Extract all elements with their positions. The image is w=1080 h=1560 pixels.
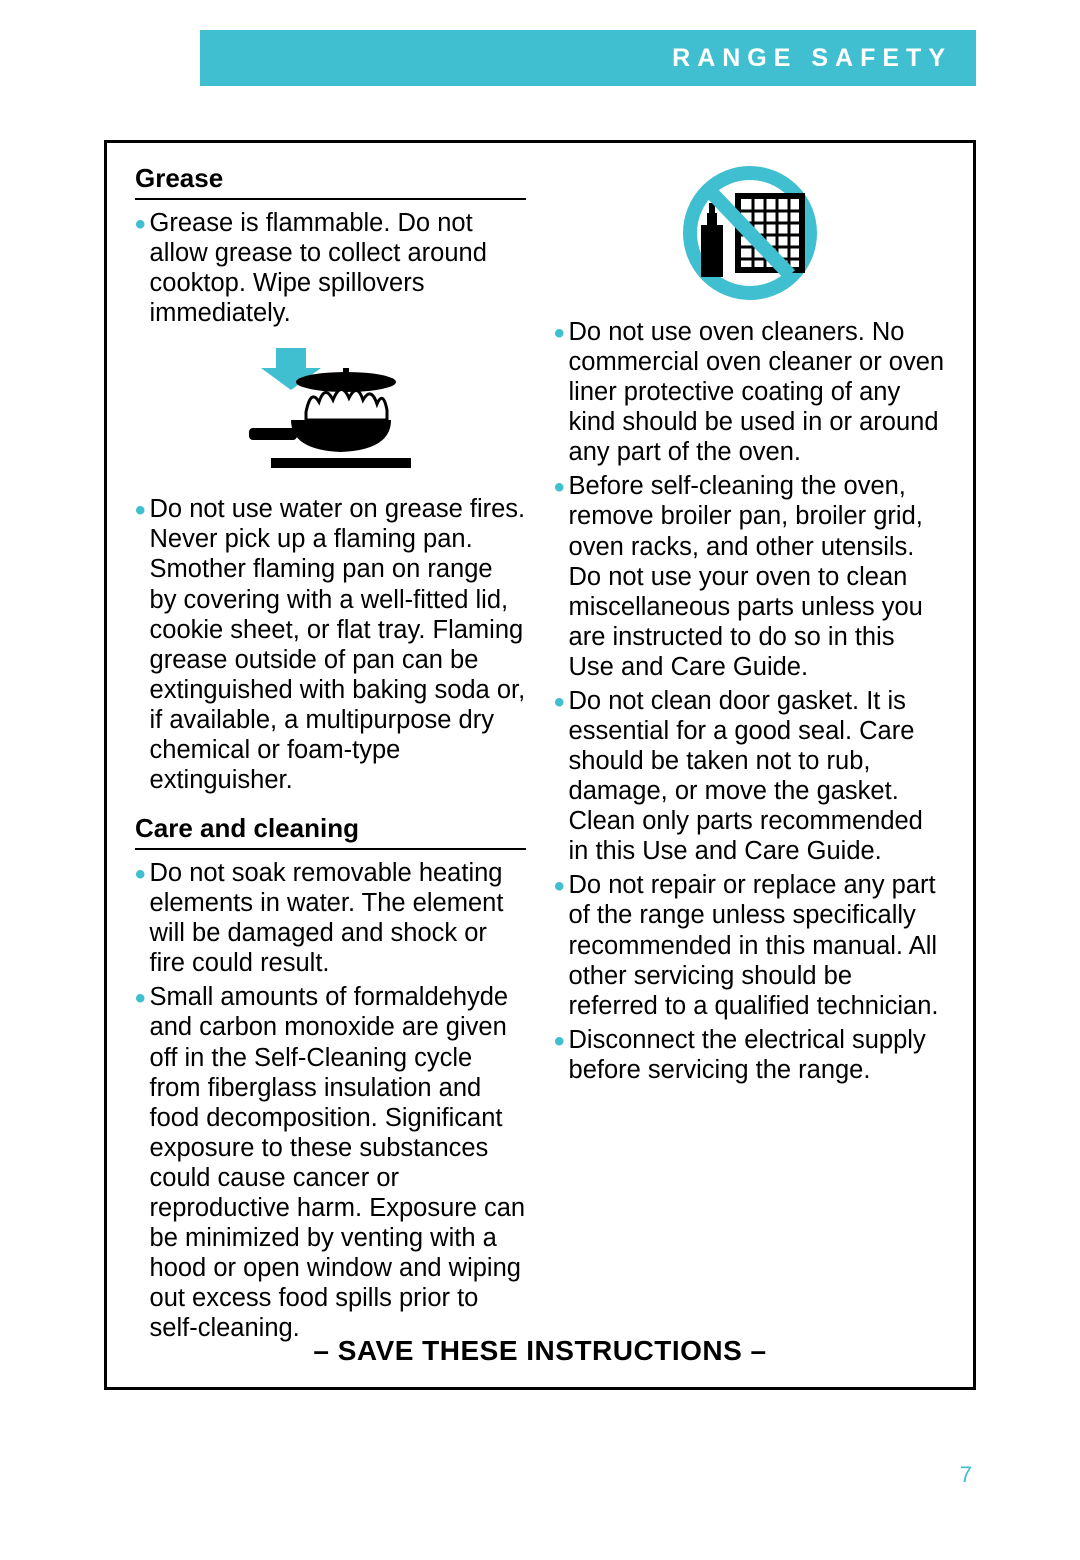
- no-spray-oven-icon: [554, 163, 945, 303]
- left-column: Grease • Grease is flammable. Do not all…: [135, 163, 526, 1319]
- bullet-text: Do not clean door gasket. It is essentia…: [569, 686, 945, 866]
- bullet-text: Grease is flammable. Do not allow grease…: [150, 208, 526, 328]
- columns: Grease • Grease is flammable. Do not all…: [135, 163, 945, 1319]
- bullet-dot-icon: •: [554, 319, 565, 349]
- content-frame: Grease • Grease is flammable. Do not all…: [104, 140, 976, 1390]
- bullet-dot-icon: •: [135, 860, 146, 890]
- bullet-dot-icon: •: [554, 473, 565, 503]
- bullet-dot-icon: •: [554, 1027, 565, 1057]
- page-number: 7: [960, 1462, 972, 1488]
- bullet-text: Small amounts of formaldehyde and carbon…: [150, 982, 526, 1343]
- bullet-dot-icon: •: [135, 984, 146, 1014]
- section-heading-grease: Grease: [135, 163, 526, 200]
- bullet-item: • Disconnect the electrical supply befor…: [554, 1025, 945, 1085]
- bullet-dot-icon: •: [554, 688, 565, 718]
- bullet-text: Do not use water on grease fires. Never …: [150, 494, 526, 795]
- bullet-dot-icon: •: [554, 872, 565, 902]
- header-title: RANGE SAFETY: [672, 44, 952, 73]
- bullet-item: • Do not clean door gasket. It is essent…: [554, 686, 945, 866]
- bullet-item: • Before self-cleaning the oven, remove …: [554, 471, 945, 682]
- bullet-text: Do not use oven cleaners. No commercial …: [569, 317, 945, 467]
- header-band: RANGE SAFETY: [200, 30, 976, 86]
- bullet-dot-icon: •: [135, 210, 146, 240]
- bullet-text: Disconnect the electrical supply before …: [569, 1025, 945, 1085]
- bullet-item: • Do not use water on grease fires. Neve…: [135, 494, 526, 795]
- bullet-text: Do not soak removable heating elements i…: [150, 858, 526, 978]
- flaming-pan-icon: [135, 340, 526, 480]
- bullet-item: • Do not repair or replace any part of t…: [554, 870, 945, 1020]
- bullet-item: • Do not use oven cleaners. No commercia…: [554, 317, 945, 467]
- bullet-text: Before self-cleaning the oven, remove br…: [569, 471, 945, 682]
- section-heading-care: Care and cleaning: [135, 813, 526, 850]
- bullet-item: • Do not soak removable heating elements…: [135, 858, 526, 978]
- bullet-item: • Small amounts of formaldehyde and carb…: [135, 982, 526, 1343]
- bullet-text: Do not repair or replace any part of the…: [569, 870, 945, 1020]
- bullet-dot-icon: •: [135, 496, 146, 526]
- bullet-item: • Grease is flammable. Do not allow grea…: [135, 208, 526, 328]
- right-column: • Do not use oven cleaners. No commercia…: [554, 163, 945, 1319]
